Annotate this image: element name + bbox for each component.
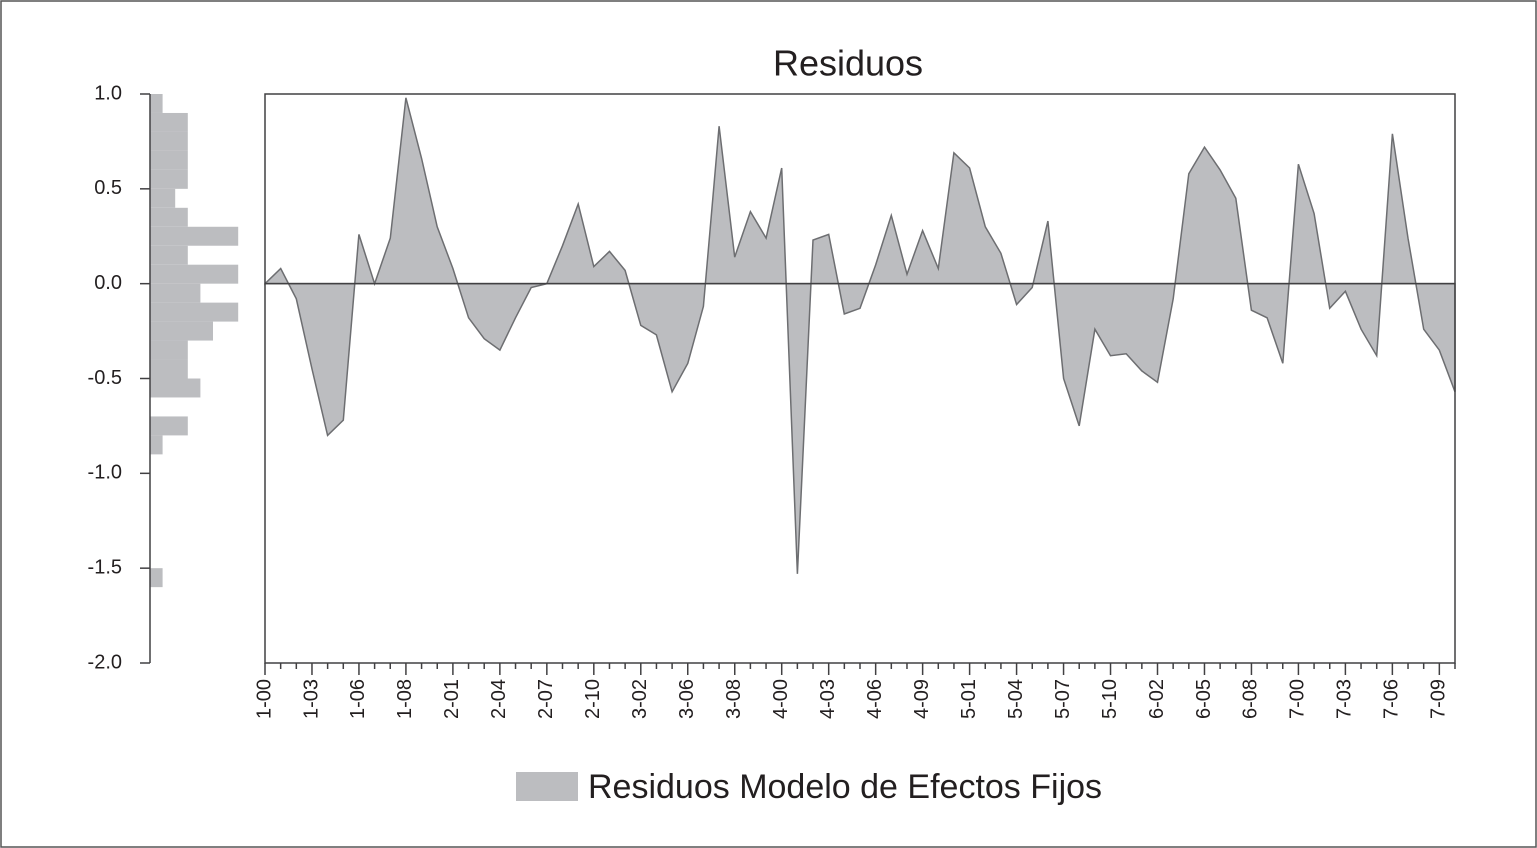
area bbox=[264, 97, 1456, 574]
y-tick-label: -0.5 bbox=[88, 367, 122, 389]
hist-bar bbox=[150, 359, 188, 379]
y-tick-label: 1.0 bbox=[94, 82, 122, 104]
hist-bar bbox=[150, 378, 201, 398]
hist-bar bbox=[150, 131, 188, 151]
x-tick-label: 5-04 bbox=[1005, 679, 1027, 719]
hist-bar bbox=[150, 226, 239, 246]
x-tick-label: 1-00 bbox=[253, 679, 275, 719]
y-tick-label: -1.5 bbox=[88, 556, 122, 578]
x-tick-label: 1-06 bbox=[347, 679, 369, 719]
hist-bar bbox=[150, 150, 188, 170]
hist-bar bbox=[150, 94, 163, 113]
x-tick-label: 2-04 bbox=[488, 679, 510, 719]
legend-swatch bbox=[516, 772, 578, 801]
hist-bar bbox=[150, 112, 188, 132]
hist-bar bbox=[150, 245, 188, 265]
legend-label: Residuos Modelo de Efectos Fijos bbox=[588, 768, 1102, 806]
x-tick-label: 2-07 bbox=[535, 679, 557, 719]
x-tick-label: 5-10 bbox=[1099, 679, 1121, 719]
hist-bar bbox=[150, 416, 188, 436]
hist-bar bbox=[150, 302, 239, 322]
x-tick-label: 2-01 bbox=[441, 679, 463, 719]
y-tick-label: 0.0 bbox=[94, 272, 122, 294]
x-tick-label: 2-10 bbox=[582, 679, 604, 719]
x-tick-label: 4-00 bbox=[770, 679, 792, 719]
x-tick-label: 4-03 bbox=[817, 679, 839, 719]
x-tick-label: 5-01 bbox=[958, 679, 980, 719]
x-tick-label: 7-00 bbox=[1287, 679, 1309, 719]
hist-bar bbox=[150, 169, 188, 189]
x-tick-label: 7-03 bbox=[1334, 679, 1356, 719]
hist-bar bbox=[150, 321, 213, 341]
x-tick-label: 6-02 bbox=[1146, 679, 1168, 719]
hist-bar bbox=[150, 340, 188, 360]
hist-bar bbox=[150, 207, 188, 227]
chart-title: Residuos bbox=[773, 43, 923, 84]
hist-bar bbox=[150, 264, 239, 284]
x-tick-label: 3-06 bbox=[676, 679, 698, 719]
x-tick-label: 3-08 bbox=[723, 679, 745, 719]
x-tick-label: 7-06 bbox=[1381, 679, 1403, 719]
hist-bar bbox=[150, 568, 163, 588]
hist-bar bbox=[150, 435, 163, 455]
x-tick-label: 4-06 bbox=[864, 679, 886, 719]
x-tick-label: 1-03 bbox=[300, 679, 322, 719]
x-tick-label: 3-02 bbox=[629, 679, 651, 719]
hist-bar bbox=[150, 283, 201, 303]
y-tick-label: -2.0 bbox=[88, 651, 122, 673]
hist-bar bbox=[150, 188, 176, 208]
x-tick-label: 1-08 bbox=[394, 679, 416, 719]
x-tick-label: 6-05 bbox=[1193, 679, 1215, 719]
x-tick-label: 4-09 bbox=[911, 679, 933, 719]
y-tick-label: -1.0 bbox=[88, 462, 122, 484]
y-tick-label: 0.5 bbox=[94, 177, 122, 199]
x-tick-label: 5-07 bbox=[1052, 679, 1074, 719]
x-tick-label: 7-09 bbox=[1428, 679, 1450, 719]
x-tick-label: 6-08 bbox=[1240, 679, 1262, 719]
